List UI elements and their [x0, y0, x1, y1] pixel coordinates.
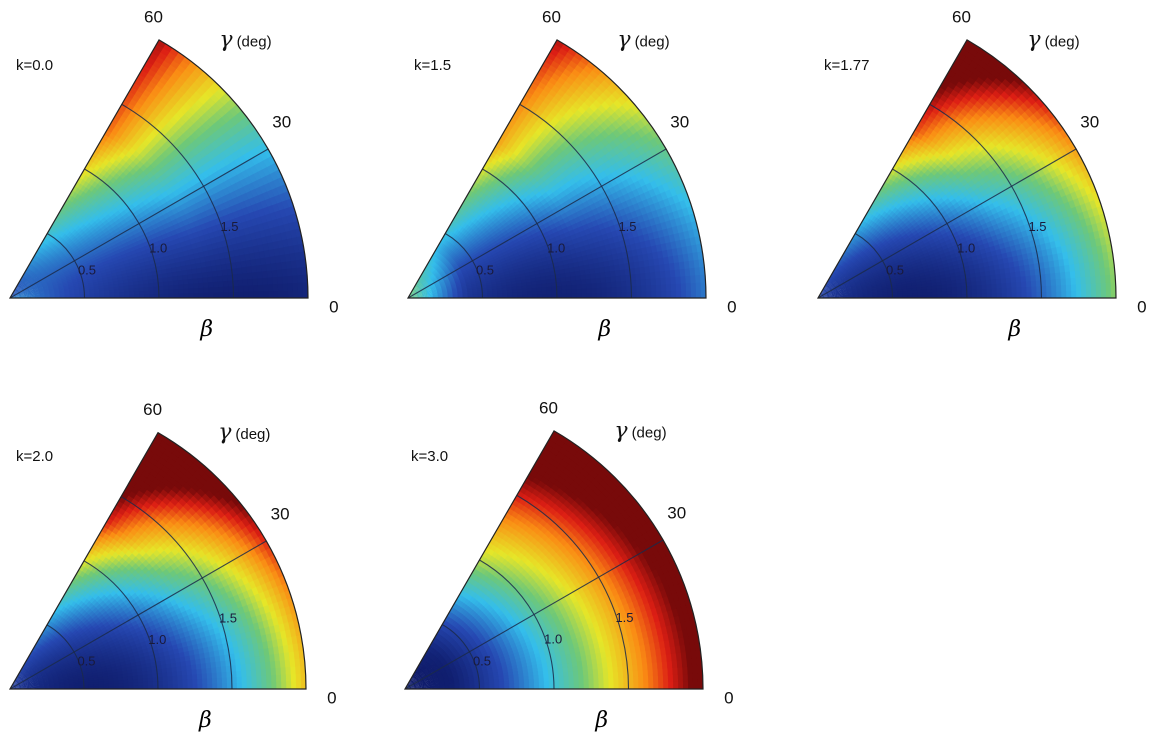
gamma-30-ray	[817, 148, 1077, 299]
r-tick-label: 1.0	[149, 241, 167, 256]
gamma-tick-label: 30	[272, 113, 291, 132]
panel-1: 0.5 1.0 1.5 0 30 60 γ (deg) β k=1.5	[406, 7, 737, 342]
r-tick-label: 1.5	[618, 219, 636, 234]
gamma-30-ray	[9, 540, 267, 690]
gamma-tick-label: 60	[143, 400, 162, 419]
panel-title: k=1.5	[414, 57, 451, 74]
panel-4: 0.5 1.0 1.5 0 30 60 γ (deg) β k=3.0	[403, 398, 734, 733]
polar-grid	[817, 103, 1077, 299]
gamma-30-ray	[407, 148, 667, 299]
wedge-outline	[8, 39, 309, 299]
wedge-outline	[816, 39, 1117, 299]
gamma-tick-label: 0	[329, 298, 338, 317]
r-tick-label: 1.0	[148, 632, 166, 647]
r-tick-label: 1.5	[220, 219, 238, 234]
heatmap-surface	[818, 39, 1116, 298]
gamma-tick-label: 60	[539, 398, 558, 417]
gamma-axis-label: γ (deg)	[617, 27, 669, 52]
gamma-tick-label: 0	[724, 689, 733, 708]
heatmap-surface	[10, 432, 306, 689]
panel-3: 0.5 1.0 1.5 0 30 60 γ (deg) β k=2.0	[8, 400, 337, 733]
polar-grid	[9, 103, 269, 299]
gamma-30-ray	[9, 148, 269, 299]
r-tick-label: 0.5	[78, 263, 96, 278]
r-tick-label: 0.5	[886, 263, 904, 278]
heatmap-surface	[10, 39, 309, 298]
panel-2: 0.5 1.0 1.5 0 30 60 γ (deg) β k=1.77	[816, 7, 1147, 342]
panel-title: k=2.0	[16, 448, 53, 465]
gamma-axis-label: γ (deg)	[1027, 27, 1079, 52]
panel-title: k=1.77	[824, 57, 869, 74]
polar-grid	[404, 494, 664, 690]
beta-axis-label: β	[1007, 317, 1021, 342]
gamma-tick-label: 60	[144, 7, 163, 26]
panel-0: 0.5 1.0 1.5 0 30 60 γ (deg) β k=0.0	[8, 7, 339, 342]
r-tick-label: 1.5	[219, 610, 237, 625]
gamma-tick-label: 0	[327, 688, 336, 707]
r-tick-label: 1.5	[1028, 219, 1046, 234]
r-tick-label: 1.0	[957, 241, 975, 256]
gamma-tick-label: 60	[952, 7, 971, 26]
wedge-outline	[403, 430, 704, 690]
beta-axis-label: β	[597, 317, 611, 342]
panel-title: k=3.0	[411, 448, 448, 465]
heatmap-surface	[408, 39, 706, 298]
heatmap-surface	[405, 430, 703, 689]
gamma-tick-label: 30	[1080, 113, 1099, 132]
gamma-tick-label: 30	[667, 504, 686, 523]
wedge-outline	[8, 431, 307, 690]
r-tick-label: 0.5	[77, 654, 95, 669]
r-tick-label: 0.5	[476, 263, 494, 278]
gamma-tick-label: 30	[670, 113, 689, 132]
gamma-tick-label: 60	[542, 7, 561, 26]
r-tick-label: 1.0	[544, 632, 562, 647]
polar-grid	[407, 103, 667, 299]
gamma-axis-label: γ (deg)	[614, 418, 666, 443]
r-tick-label: 1.5	[615, 610, 633, 625]
gamma-tick-label: 0	[1137, 298, 1146, 317]
r-tick-label: 0.5	[473, 654, 491, 669]
polar-grid	[9, 496, 267, 690]
beta-axis-label: β	[199, 317, 213, 342]
wedge-outline	[406, 39, 707, 299]
gamma-axis-label: γ (deg)	[218, 420, 270, 445]
gamma-tick-label: 30	[271, 505, 290, 524]
panel-title: k=0.0	[16, 57, 53, 74]
gamma-axis-label: γ (deg)	[219, 27, 271, 52]
gamma-tick-label: 0	[727, 298, 736, 317]
gamma-30-ray	[404, 539, 664, 690]
r-tick-label: 1.0	[547, 241, 565, 256]
beta-axis-label: β	[594, 708, 608, 733]
beta-axis-label: β	[198, 708, 212, 733]
